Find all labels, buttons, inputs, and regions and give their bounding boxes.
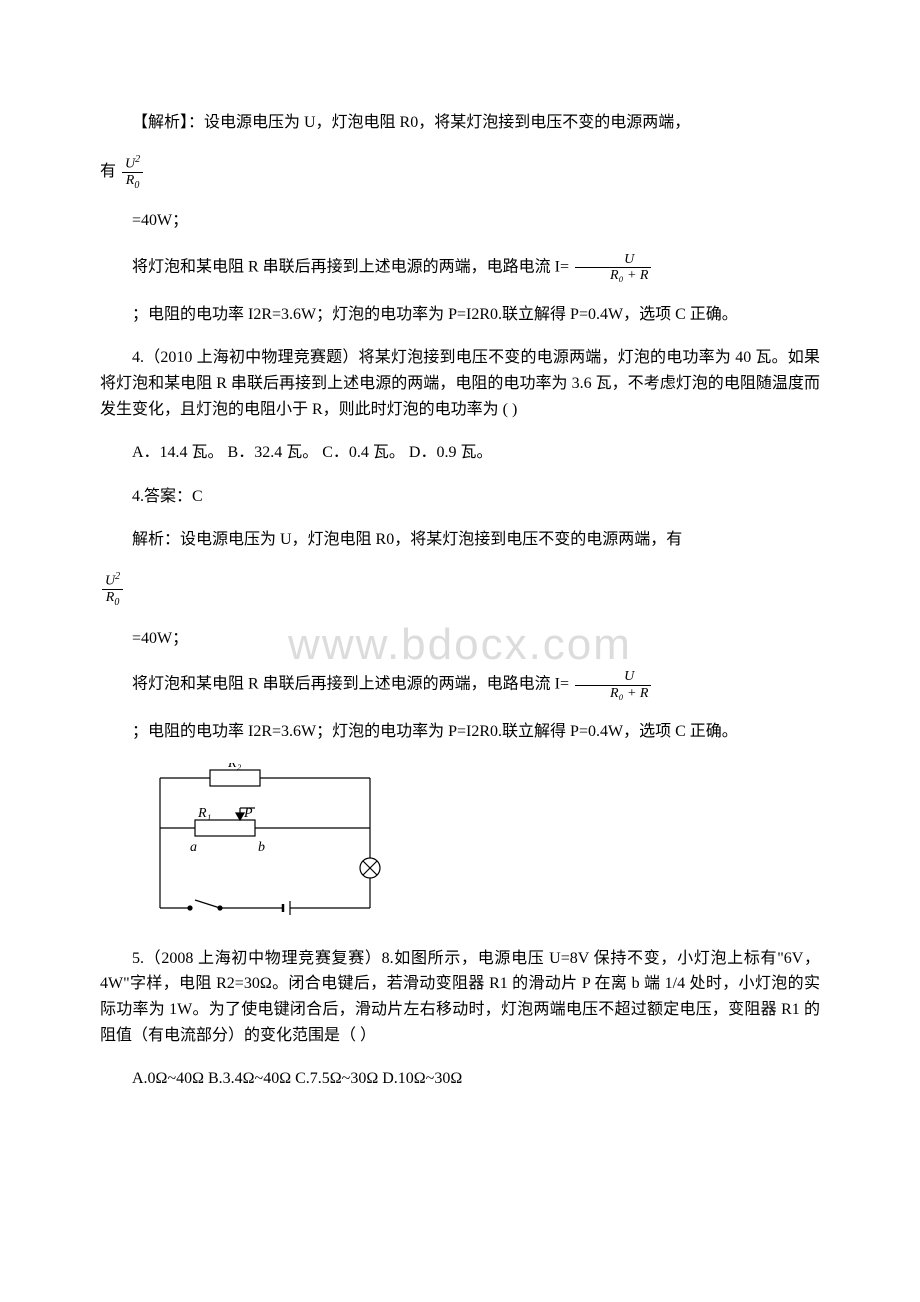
series-text-2: 将灯泡和某电阻 R 串联后再接到上述电源的两端，电路电流 I= <box>132 676 573 693</box>
fraction-u-r0r-1: U R₀ + R <box>575 252 651 284</box>
eq-40w-2: =40W； <box>100 626 820 652</box>
conclusion-2: ；电阻的电功率 I2R=3.6W；灯泡的电功率为 P=I2R0.联立解得 P=0… <box>100 719 820 745</box>
text-you: 有 <box>100 163 120 180</box>
formula-line-1: 有 U2 R0 <box>100 154 820 191</box>
question-4-options: A．14.4 瓦。 B．32.4 瓦。 C．0.4 瓦。 D．0.9 瓦。 <box>100 440 820 466</box>
fraction-u-r0r-2: U R₀ + R <box>575 669 651 701</box>
conclusion-1: ；电阻的电功率 I2R=3.6W；灯泡的电功率为 P=I2R0.联立解得 P=0… <box>100 302 820 328</box>
document-body: 【解析】：设电源电压为 U，灯泡电阻 R0，将某灯泡接到电压不变的电源两端， 有… <box>100 110 820 1092</box>
label-r1: R₁ <box>197 806 211 821</box>
fraction-u2-r0-1: U2 R0 <box>122 154 143 191</box>
formula-line-2: U2 R0 <box>100 571 820 608</box>
question-5: 5.（2008 上海初中物理竞赛复赛）8.如图所示，电源电压 U=8V 保持不变… <box>100 946 820 1048</box>
solution-intro-2: 解析：设电源电压为 U，灯泡电阻 R0，将某灯泡接到电压不变的电源两端，有 <box>100 527 820 553</box>
question-4-answer: 4.答案：C <box>100 484 820 510</box>
solution-intro-1: 【解析】：设电源电压为 U，灯泡电阻 R0，将某灯泡接到电压不变的电源两端， <box>100 110 820 136</box>
question-5-options: A.0Ω~40Ω B.3.4Ω~40Ω C.7.5Ω~30Ω D.10Ω~30Ω <box>100 1066 820 1092</box>
series-line-2: 将灯泡和某电阻 R 串联后再接到上述电源的两端，电路电流 I= U R₀ + R <box>100 669 820 701</box>
eq-40w-1: =40W； <box>100 208 820 234</box>
series-line-1: 将灯泡和某电阻 R 串联后再接到上述电源的两端，电路电流 I= U R₀ + R <box>100 252 820 284</box>
label-p: P <box>243 806 253 821</box>
fraction-u2-r0-2: U2 R0 <box>102 571 123 608</box>
label-a: a <box>190 840 197 855</box>
series-text-1: 将灯泡和某电阻 R 串联后再接到上述电源的两端，电路电流 I= <box>132 259 573 276</box>
label-b: b <box>258 840 265 855</box>
question-4: 4.（2010 上海初中物理竞赛题）将某灯泡接到电压不变的电源两端，灯泡的电功率… <box>100 345 820 422</box>
circuit-diagram: R₂ R₁ P a b <box>140 763 400 928</box>
label-r2: R₂ <box>227 763 242 771</box>
